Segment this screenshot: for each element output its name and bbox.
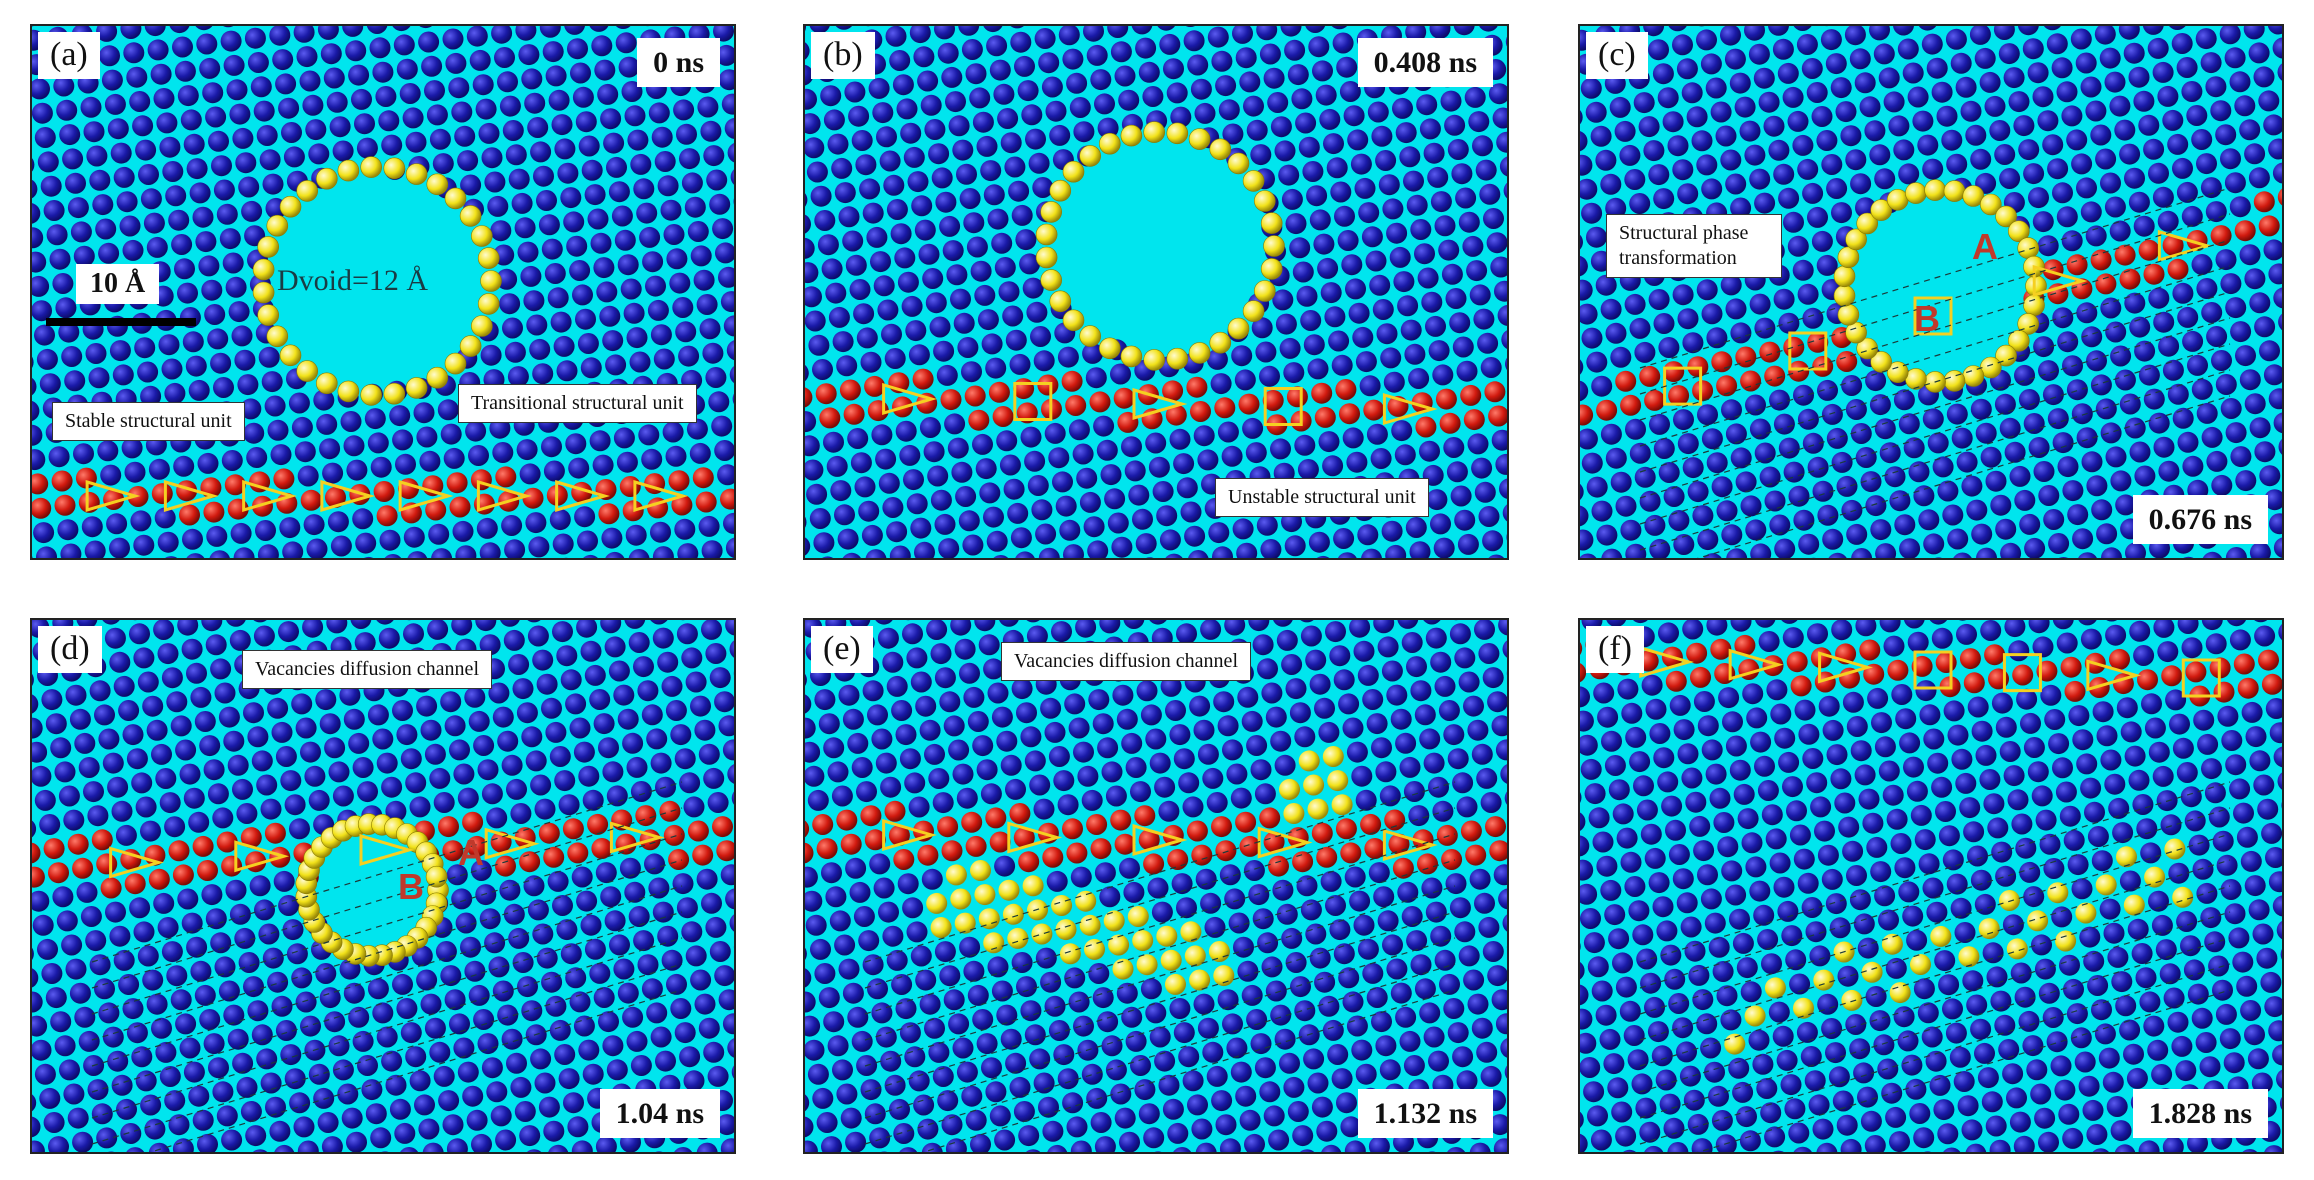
panel-d: (d) 1.04 ns Vacancies diffusion channel … (30, 618, 736, 1154)
atom-lattice (1580, 26, 2282, 558)
time-label: 1.04 ns (599, 1089, 720, 1138)
panel-c: (c) 0.676 ns Structural phase transforma… (1578, 24, 2284, 560)
time-label: 0 ns (637, 38, 720, 87)
panel-label: (b) (811, 32, 875, 80)
vacancy-atoms (1035, 121, 1285, 371)
phase-transformation-text: Structural phase transformation (1619, 222, 1749, 269)
region-a-label: A (458, 832, 484, 873)
guide-lines (1639, 187, 2231, 558)
vacancy-atoms (252, 156, 502, 406)
structural-units (109, 821, 665, 879)
atom-lattice (32, 620, 734, 1152)
panel-b: (b) 0.408 ns Unstable structural unit (803, 24, 1509, 560)
panel-label: (e) (811, 626, 873, 674)
panel-label: (c) (1586, 32, 1648, 80)
transitional-unit-callout: Transitional structural unit (458, 384, 697, 423)
time-label: 0.676 ns (2132, 495, 2268, 544)
time-label: 0.408 ns (1357, 38, 1493, 87)
diffusion-channel-callout: Vacancies diffusion channel (1001, 642, 1251, 681)
atom-lattice (805, 620, 1507, 1152)
panel-label: (a) (38, 32, 100, 80)
structural-units (882, 381, 1438, 427)
panel-label: (d) (38, 626, 102, 674)
diffusion-channel-callout: Vacancies diffusion channel (242, 650, 492, 689)
region-a-label: A (1972, 226, 1998, 267)
atom-lattice (1580, 620, 2282, 1152)
bulk-atoms (1580, 620, 2282, 1152)
scale-bar-label: 10 Å (76, 264, 160, 304)
region-b-label: B (1914, 298, 1940, 339)
scale-bar (46, 318, 196, 326)
stable-unit-callout: Stable structural unit (52, 402, 245, 441)
structural-units (85, 480, 689, 512)
guide-lines (1639, 781, 2231, 1152)
structural-units (882, 818, 1438, 862)
structural-units (1663, 229, 2213, 406)
panel-f: (f) 1.828 ns (1578, 618, 2284, 1154)
panel-e: (e) 1.132 ns Vacancies diffusion channel (803, 618, 1509, 1154)
time-label: 1.828 ns (2132, 1089, 2268, 1138)
time-label: 1.132 ns (1357, 1089, 1493, 1138)
phase-transformation-callout: Structural phase transformation (1606, 214, 1782, 278)
vacancy-atoms (1833, 179, 2047, 393)
panel-a: (a) 0 ns 10 Å Dvoid=12 Å Stable structur… (30, 24, 736, 560)
guide-lines (864, 781, 1456, 1152)
unstable-unit-callout: Unstable structural unit (1215, 478, 1429, 517)
panel-label: (f) (1586, 626, 1644, 674)
void-diameter-label: Dvoid=12 Å (277, 264, 429, 297)
guide-lines (91, 781, 683, 1152)
bulk-atoms (805, 620, 1507, 1152)
region-b-label: B (398, 866, 424, 907)
